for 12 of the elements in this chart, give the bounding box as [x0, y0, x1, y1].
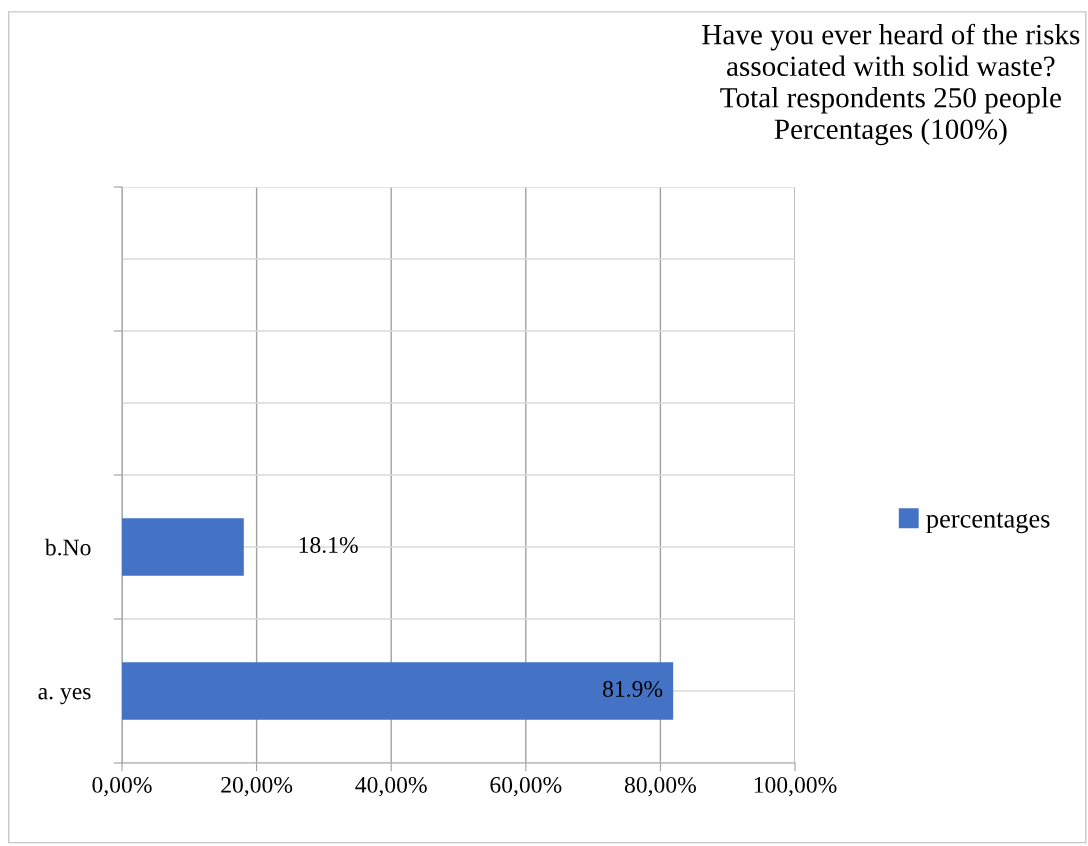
x-tick-label: 20,00% — [221, 776, 293, 797]
data-label: 81.9% — [603, 680, 663, 698]
x-tick-label: 60,00% — [490, 776, 562, 797]
x-tick-label: 100,00% — [754, 776, 837, 797]
legend-label: percentages — [926, 512, 1050, 534]
x-tick-label: 0,00% — [92, 776, 152, 797]
y-tick-label: b.No — [44, 538, 91, 556]
x-tick-label: 40,00% — [355, 776, 427, 797]
y-tick-label: a. yes — [38, 688, 91, 705]
data-label: 18.1% — [299, 536, 358, 554]
text: Have you ever heard of the risks associated with solid waste? Total respondents 250 people Percentages (100%) — [702, 23, 1080, 146]
x-tick-label: 80,00% — [624, 776, 696, 797]
